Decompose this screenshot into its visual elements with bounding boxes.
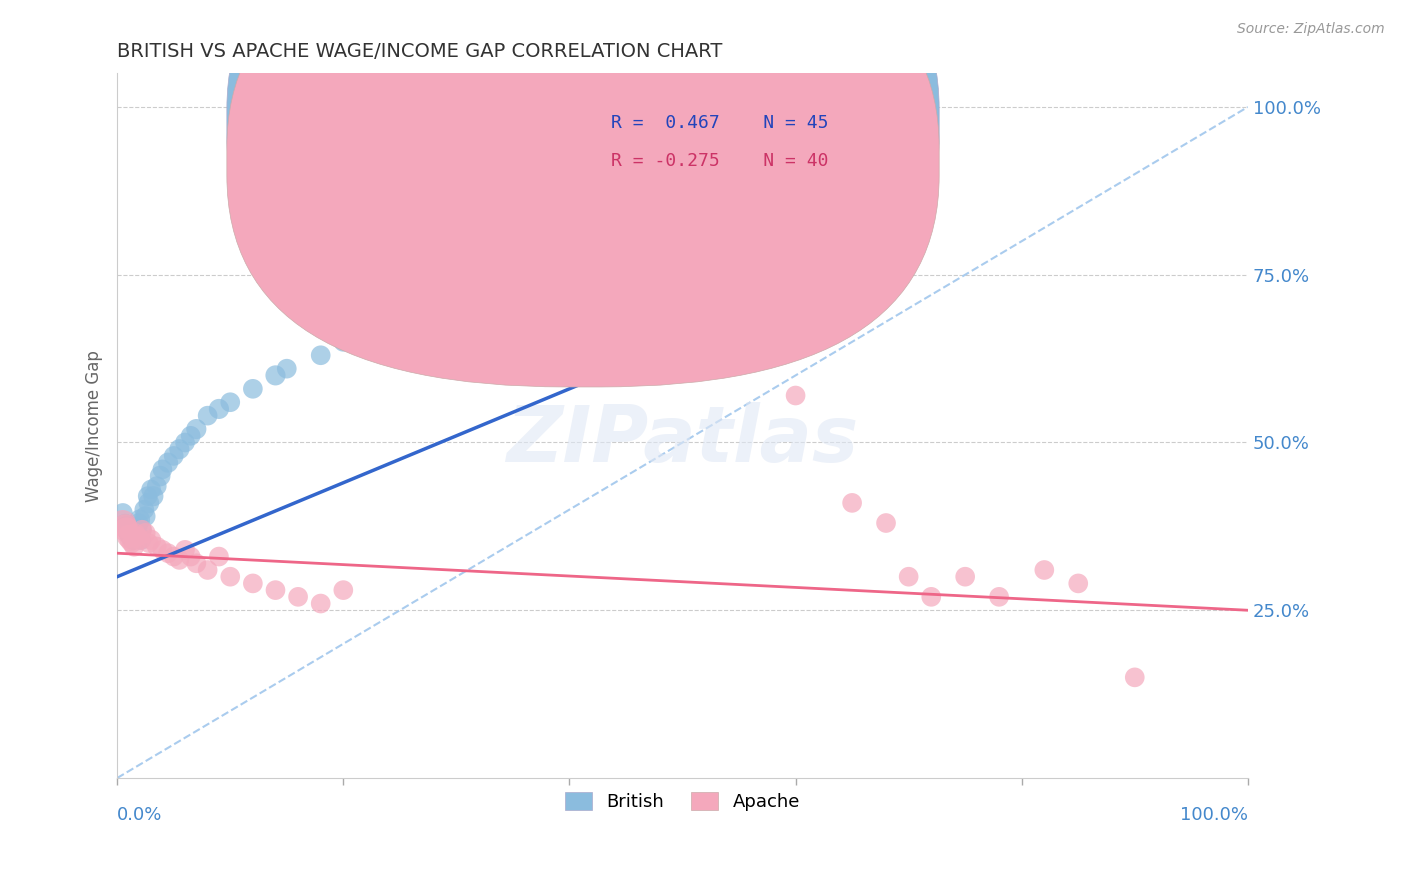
Point (139, 533, 162, 547)
Point (502, 288, 524, 302)
Point (841, 496, 863, 510)
Point (124, 526, 146, 541)
Point (536, 275, 558, 289)
Point (117, 523, 139, 537)
Point (287, 590, 309, 604)
Point (242, 576, 264, 591)
Text: R = -0.275    N = 40: R = -0.275 N = 40 (612, 153, 828, 170)
Point (920, 590, 942, 604)
Point (1033, 563, 1056, 577)
Point (276, 361, 298, 376)
Text: Source: ZipAtlas.com: Source: ZipAtlas.com (1237, 22, 1385, 37)
Text: 100.0%: 100.0% (1180, 806, 1249, 824)
Point (163, 549, 186, 564)
Point (457, 308, 479, 322)
Point (169, 442, 191, 457)
Text: ZIPatlas: ZIPatlas (506, 401, 859, 478)
Point (128, 533, 150, 547)
Point (117, 526, 139, 541)
Point (163, 449, 186, 463)
Point (122, 526, 145, 541)
Point (128, 516, 150, 530)
Point (1067, 576, 1090, 591)
Text: 0.0%: 0.0% (117, 806, 163, 824)
Point (174, 542, 197, 557)
Point (197, 409, 219, 423)
Point (423, 315, 446, 329)
Point (242, 382, 264, 396)
Point (264, 368, 287, 383)
FancyBboxPatch shape (226, 0, 939, 348)
Point (219, 395, 242, 409)
Point (208, 549, 231, 564)
Text: BRITISH VS APACHE WAGE/INCOME GAP CORRELATION CHART: BRITISH VS APACHE WAGE/INCOME GAP CORREL… (117, 42, 723, 61)
Point (134, 509, 156, 524)
Point (115, 519, 138, 533)
Point (120, 533, 142, 547)
Point (131, 523, 153, 537)
Y-axis label: Wage/Income Gap: Wage/Income Gap (86, 350, 103, 501)
Point (897, 570, 920, 584)
Point (131, 523, 153, 537)
Point (124, 529, 146, 543)
Point (174, 435, 197, 450)
Point (121, 536, 143, 550)
Point (648, 220, 671, 235)
Point (142, 489, 165, 503)
Point (145, 479, 167, 493)
Point (111, 506, 134, 520)
Point (127, 529, 149, 543)
Legend: British, Apache: British, Apache (558, 784, 807, 818)
Point (157, 456, 180, 470)
Point (169, 553, 191, 567)
Point (388, 321, 411, 335)
Point (180, 429, 202, 443)
Point (114, 519, 136, 533)
Point (138, 536, 160, 550)
Point (122, 533, 145, 547)
Text: R =  0.467    N = 45: R = 0.467 N = 45 (612, 114, 828, 132)
Point (122, 540, 145, 554)
Point (134, 526, 156, 541)
Point (120, 529, 142, 543)
Point (136, 489, 159, 503)
Point (115, 523, 138, 537)
Point (219, 570, 242, 584)
Point (208, 401, 231, 416)
Point (988, 590, 1011, 604)
Point (953, 570, 976, 584)
Point (1123, 670, 1146, 684)
Point (111, 516, 134, 530)
Point (149, 469, 172, 483)
Point (309, 348, 332, 362)
Point (129, 533, 152, 547)
Point (332, 334, 354, 349)
Point (197, 563, 219, 577)
Point (114, 516, 136, 530)
Point (157, 546, 180, 560)
Point (875, 516, 897, 530)
Point (180, 549, 202, 564)
Point (134, 502, 156, 516)
FancyBboxPatch shape (226, 0, 939, 387)
Point (117, 529, 139, 543)
Point (139, 483, 162, 497)
Point (186, 422, 208, 436)
Point (152, 462, 174, 476)
Point (186, 556, 208, 570)
Point (152, 542, 174, 557)
Point (138, 496, 160, 510)
Point (128, 513, 150, 527)
Point (121, 523, 143, 537)
Point (309, 597, 332, 611)
Point (264, 583, 287, 598)
Point (145, 540, 167, 554)
Point (332, 583, 354, 598)
Point (785, 388, 807, 402)
FancyBboxPatch shape (550, 91, 860, 194)
Point (127, 519, 149, 533)
Point (354, 328, 377, 343)
